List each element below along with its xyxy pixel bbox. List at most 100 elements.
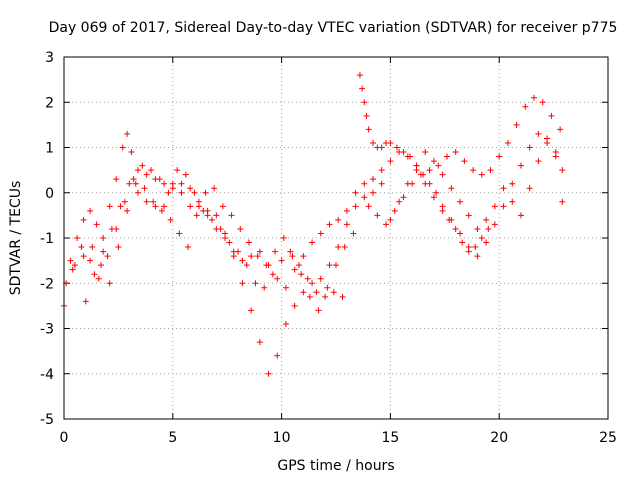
data-point	[143, 198, 150, 205]
data-point	[230, 248, 237, 255]
data-point	[378, 167, 385, 174]
y-tick-label: -5	[40, 412, 54, 428]
data-point	[141, 185, 148, 192]
data-point	[478, 235, 485, 241]
data-point	[134, 189, 141, 196]
data-point	[448, 185, 455, 192]
data-point	[335, 244, 342, 251]
data-point	[282, 284, 289, 291]
data-point	[167, 216, 174, 223]
data-point	[100, 235, 107, 241]
data-point	[422, 180, 429, 187]
data-point	[139, 162, 146, 169]
data-point	[202, 189, 209, 196]
data-point	[193, 212, 200, 219]
data-point	[309, 280, 316, 287]
data-point	[182, 171, 189, 178]
data-point	[226, 239, 233, 246]
data-point	[278, 257, 285, 264]
data-point	[113, 176, 120, 183]
data-point	[161, 180, 168, 187]
y-tick-label: -4	[40, 367, 54, 383]
data-point	[272, 248, 279, 255]
data-point	[369, 139, 376, 146]
data-point	[350, 230, 357, 237]
x-tick-label: 5	[168, 430, 177, 446]
data-point	[474, 225, 481, 232]
data-point	[435, 162, 442, 169]
data-point	[470, 167, 477, 174]
tick-labels: 0 5 10 15 20 25 -5 -4 -3 -2 -1 0 1 2 3	[40, 50, 617, 446]
data-point	[387, 139, 394, 146]
data-point	[200, 207, 207, 214]
data-point	[282, 320, 289, 327]
data-point	[513, 121, 520, 128]
data-point	[404, 153, 411, 160]
data-point	[313, 289, 320, 296]
data-point	[124, 207, 131, 214]
data-point	[208, 216, 215, 223]
data-point	[324, 284, 331, 291]
data-point	[100, 248, 107, 255]
data-point	[531, 94, 538, 101]
data-point	[443, 153, 450, 160]
data-point	[335, 216, 342, 223]
data-point	[465, 244, 472, 251]
data-point	[280, 235, 287, 241]
data-point	[517, 162, 524, 169]
data-point	[219, 203, 226, 210]
data-point	[195, 198, 202, 205]
y-tick-label: -1	[40, 231, 54, 247]
data-point	[457, 198, 464, 205]
data-point	[274, 275, 281, 282]
data-point	[461, 158, 468, 165]
data-point	[430, 194, 437, 201]
series-arc-1	[61, 130, 368, 377]
data-point	[143, 171, 150, 178]
data-point	[191, 189, 198, 196]
data-point	[439, 171, 446, 178]
data-point	[126, 180, 133, 187]
data-point	[452, 149, 459, 156]
data-point	[185, 244, 192, 251]
data-point	[71, 262, 78, 269]
data-point	[326, 221, 333, 228]
data-point	[522, 103, 529, 110]
data-point	[361, 194, 368, 201]
data-point	[496, 153, 503, 160]
data-point	[517, 212, 524, 219]
x-tick-label: 25	[599, 430, 617, 446]
data-point	[393, 144, 400, 151]
data-point	[156, 176, 163, 183]
data-point	[148, 167, 155, 174]
data-point	[130, 176, 137, 183]
data-point	[158, 207, 165, 214]
data-point	[121, 198, 128, 205]
data-point	[400, 194, 407, 201]
data-point	[187, 203, 194, 210]
data-point	[222, 235, 229, 241]
series-arc-4	[82, 180, 385, 305]
data-point	[413, 162, 420, 169]
data-point	[535, 158, 542, 165]
data-point	[239, 257, 246, 264]
data-point	[387, 216, 394, 223]
data-point	[365, 126, 372, 133]
data-point	[483, 216, 490, 223]
data-point	[485, 225, 492, 232]
y-tick-label: 1	[45, 141, 54, 157]
data-point	[269, 271, 276, 278]
data-point	[254, 253, 261, 260]
data-point	[300, 253, 307, 260]
data-point	[304, 275, 311, 282]
data-point	[91, 271, 98, 278]
data-point	[491, 203, 498, 210]
x-axis-label: GPS time / hours	[277, 458, 394, 474]
data-point	[448, 216, 455, 223]
chart-title: Day 069 of 2017, Sidereal Day-to-day VTE…	[49, 20, 618, 36]
data-point	[339, 293, 346, 300]
data-point	[369, 189, 376, 196]
series-arc-6	[365, 94, 564, 228]
data-point	[87, 207, 94, 214]
